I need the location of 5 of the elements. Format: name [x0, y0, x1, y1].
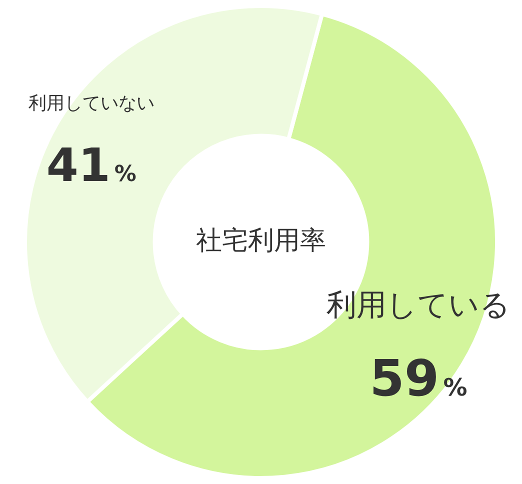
text: 社宅利用率 — [196, 226, 326, 256]
slice-label: 利用していない — [28, 92, 154, 114]
data-label: 41% — [46, 138, 136, 192]
data-label: 59% — [370, 349, 468, 408]
slice-label: 利用している — [326, 288, 510, 324]
